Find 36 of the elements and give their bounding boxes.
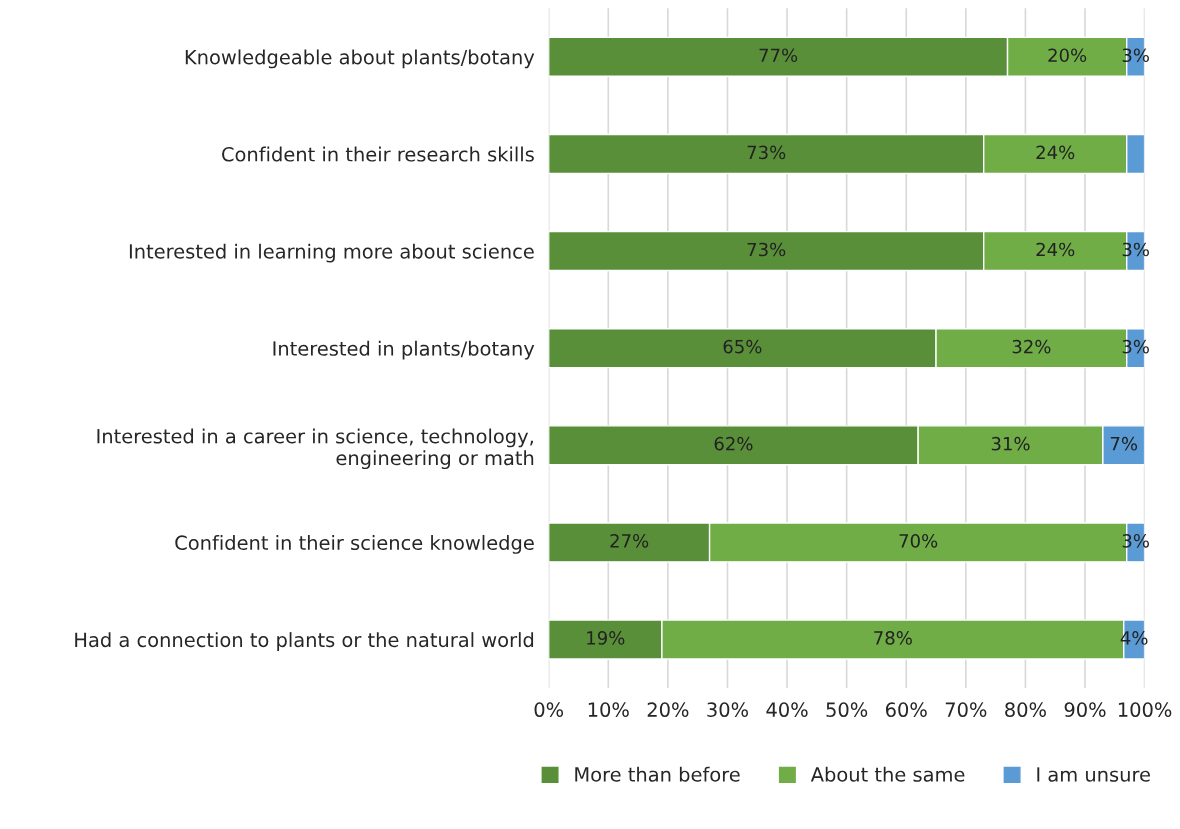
x-tick-label: 10% (588, 702, 629, 718)
y-tick-label: Had a connection to plants or the natural world (75, 632, 534, 651)
x-tick-label: 30% (707, 702, 749, 718)
y-tick-label: Interested in plants/botany (273, 340, 535, 360)
data-label: 24% (1036, 242, 1075, 257)
y-tick-label: Interested in a career in science, technology, engineering or math (97, 428, 534, 470)
legend-label: I am unsure (1037, 767, 1150, 782)
data-label: 20% (1048, 48, 1087, 63)
legend-label: More than before (575, 766, 740, 782)
y-tick-label: Confident in their research skills (222, 146, 534, 162)
data-label: 62% (714, 436, 753, 451)
y-tick-label: Interested in learning more about science (129, 243, 534, 263)
data-label: 19% (587, 631, 625, 645)
data-label: 27% (610, 533, 649, 548)
x-tick-label: 0% (534, 702, 564, 718)
data-label: 24% (1036, 145, 1075, 160)
x-tick-label: 70% (945, 702, 987, 718)
y-tick-label: Knowledgeable about plants/botany (185, 49, 535, 69)
x-tick-label: 80% (1005, 702, 1046, 718)
x-tick-label: 90% (1064, 702, 1106, 718)
legend-label: About the same (810, 766, 965, 782)
data-label: 32% (1012, 339, 1051, 354)
data-label: 77% (759, 48, 798, 63)
data-label: 70% (899, 533, 938, 548)
x-tick-label: 20% (647, 702, 689, 718)
data-label: 31% (991, 436, 1030, 451)
x-tick-label: 40% (766, 702, 808, 718)
data-label: 78% (874, 631, 912, 645)
data-label: 73% (747, 145, 786, 160)
x-tick-label: 60% (885, 702, 927, 718)
data-label: 7% (1110, 436, 1138, 451)
x-tick-label: 100% (1118, 702, 1172, 718)
y-tick-label: Confident in their science knowledge (175, 535, 534, 554)
data-label: 65% (723, 339, 762, 354)
x-tick-label: 50% (826, 702, 868, 718)
data-label: 73% (747, 242, 786, 257)
